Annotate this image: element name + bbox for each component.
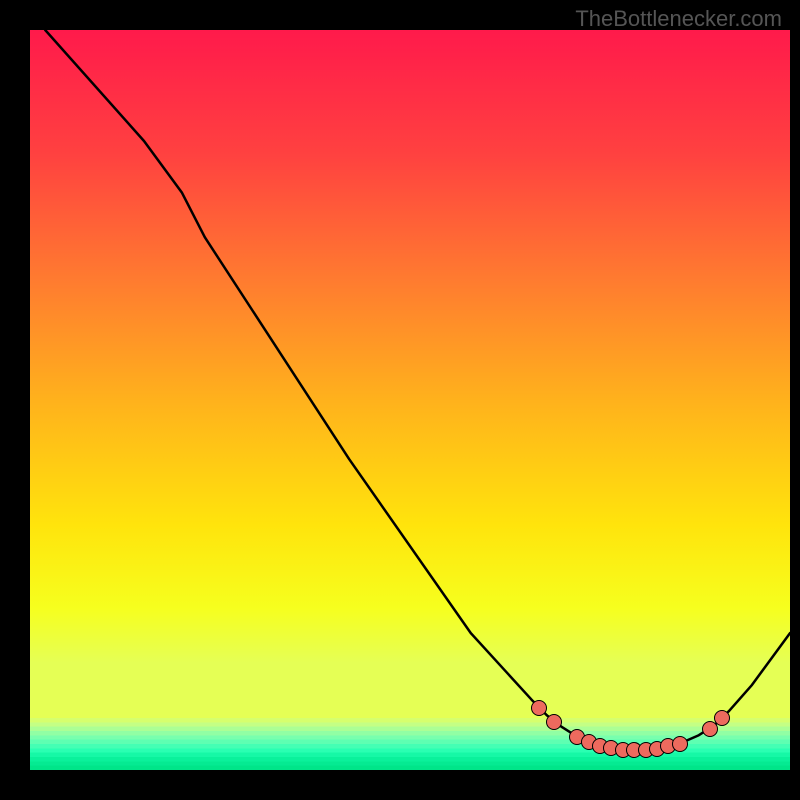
chart-frame: TheBottlenecker.com [0,0,800,800]
curve-svg [30,30,790,770]
watermark-text: TheBottlenecker.com [575,6,782,32]
plot-area [30,30,790,770]
bottleneck-curve [45,30,790,750]
